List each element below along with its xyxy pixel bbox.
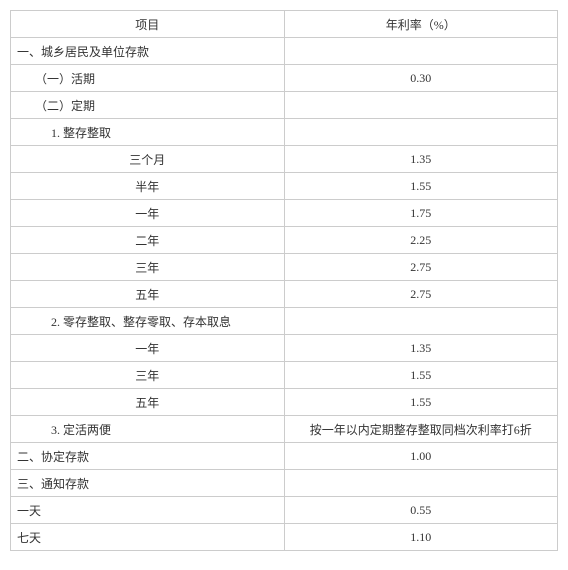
table-row: 半年1.55 [11, 173, 558, 200]
row-rate: 0.55 [284, 497, 558, 524]
row-label: 一、城乡居民及单位存款 [11, 38, 285, 65]
row-label: （一）活期 [11, 65, 285, 92]
row-rate: 2.75 [284, 281, 558, 308]
table-row: 一年1.75 [11, 200, 558, 227]
row-label: 2. 零存整取、整存零取、存本取息 [11, 308, 285, 335]
row-label: （二）定期 [11, 92, 285, 119]
row-rate: 2.75 [284, 254, 558, 281]
row-label: 二年 [11, 227, 285, 254]
table-row: 三年2.75 [11, 254, 558, 281]
row-label: 五年 [11, 389, 285, 416]
row-rate [284, 119, 558, 146]
row-rate: 2.25 [284, 227, 558, 254]
row-rate: 按一年以内定期整存整取同档次利率打6折 [284, 416, 558, 443]
table-row: 五年1.55 [11, 389, 558, 416]
row-label: 一天 [11, 497, 285, 524]
row-label: 一年 [11, 200, 285, 227]
row-rate: 1.35 [284, 146, 558, 173]
table-row: 一、城乡居民及单位存款 [11, 38, 558, 65]
table-row: 三年1.55 [11, 362, 558, 389]
row-rate: 1.00 [284, 443, 558, 470]
row-label: 三年 [11, 254, 285, 281]
table-row: 2. 零存整取、整存零取、存本取息 [11, 308, 558, 335]
table-row: 3. 定活两便按一年以内定期整存整取同档次利率打6折 [11, 416, 558, 443]
row-rate [284, 38, 558, 65]
table-row: 二年2.25 [11, 227, 558, 254]
row-rate [284, 308, 558, 335]
row-rate: 1.55 [284, 362, 558, 389]
header-project: 项目 [11, 11, 285, 38]
row-rate: 0.30 [284, 65, 558, 92]
row-label: 三、通知存款 [11, 470, 285, 497]
row-label: 一年 [11, 335, 285, 362]
table-header-row: 项目 年利率（%） [11, 11, 558, 38]
row-rate [284, 92, 558, 119]
row-label: 三年 [11, 362, 285, 389]
header-rate: 年利率（%） [284, 11, 558, 38]
row-label: 二、协定存款 [11, 443, 285, 470]
table-row: （二）定期 [11, 92, 558, 119]
row-label: 五年 [11, 281, 285, 308]
row-label: 三个月 [11, 146, 285, 173]
row-rate: 1.55 [284, 173, 558, 200]
table-row: （一）活期0.30 [11, 65, 558, 92]
row-rate: 1.35 [284, 335, 558, 362]
table-row: 一天0.55 [11, 497, 558, 524]
table-row: 二、协定存款1.00 [11, 443, 558, 470]
row-label: 七天 [11, 524, 285, 551]
interest-rate-table: 项目 年利率（%） 一、城乡居民及单位存款（一）活期0.30（二）定期1. 整存… [10, 10, 558, 551]
row-rate: 1.55 [284, 389, 558, 416]
table-row: 三个月1.35 [11, 146, 558, 173]
table-row: 三、通知存款 [11, 470, 558, 497]
table-row: 七天1.10 [11, 524, 558, 551]
table-row: 1. 整存整取 [11, 119, 558, 146]
table-row: 五年2.75 [11, 281, 558, 308]
table-row: 一年1.35 [11, 335, 558, 362]
row-rate [284, 470, 558, 497]
row-rate: 1.75 [284, 200, 558, 227]
row-rate: 1.10 [284, 524, 558, 551]
table-body: 一、城乡居民及单位存款（一）活期0.30（二）定期1. 整存整取三个月1.35半… [11, 38, 558, 551]
row-label: 半年 [11, 173, 285, 200]
row-label: 3. 定活两便 [11, 416, 285, 443]
row-label: 1. 整存整取 [11, 119, 285, 146]
